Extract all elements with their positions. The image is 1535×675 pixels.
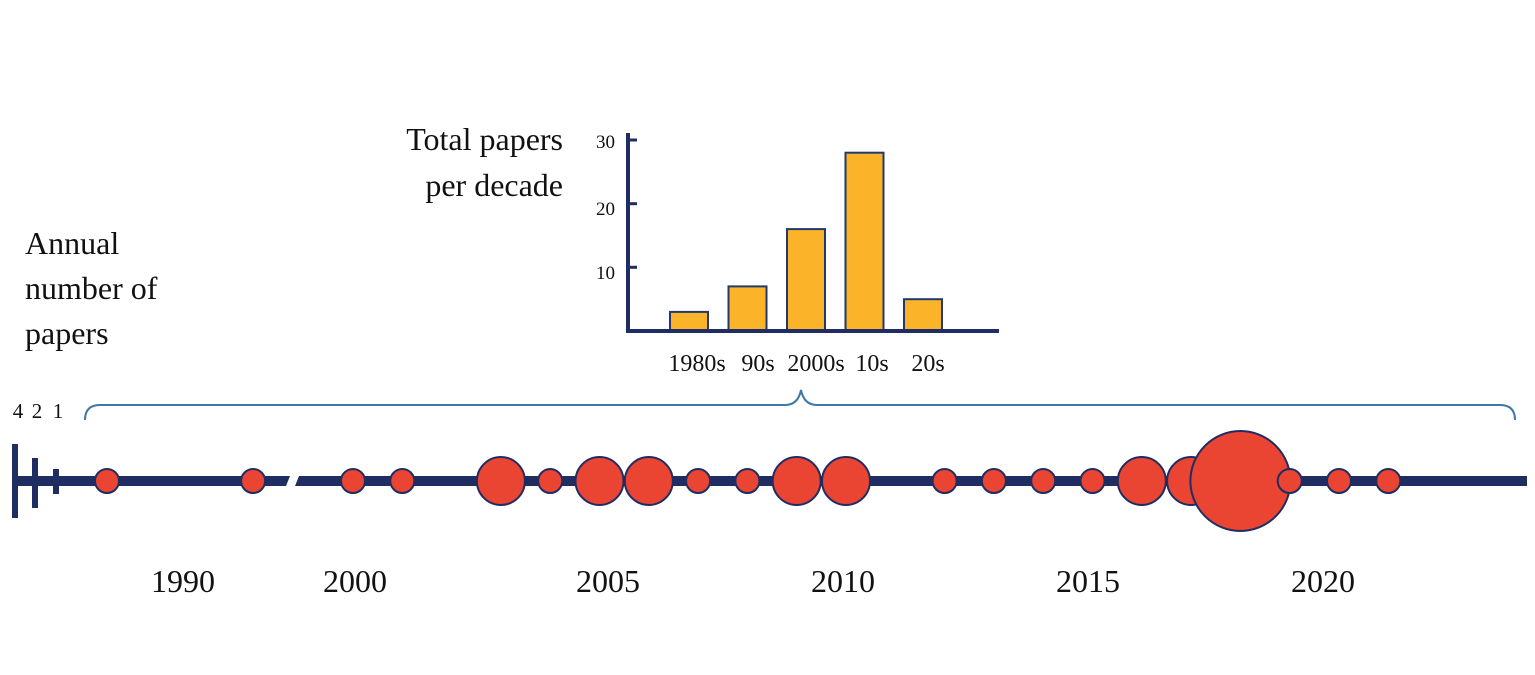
bar-chart-xtick-label-1980s: 1980s — [668, 351, 725, 377]
bar-chart-ytick-label-10: 10 — [596, 263, 615, 284]
timeline-bubbles — [94, 430, 1402, 532]
bar-10s — [844, 151, 885, 332]
bubble-1991 — [240, 468, 267, 494]
timeline-axis-break — [279, 476, 290, 486]
bubble-2013 — [980, 468, 1007, 494]
size-legend-label-4: 4 — [13, 399, 24, 423]
bar-chart-xtick-label-10s: 10s — [855, 351, 888, 377]
bubble-1988 — [94, 468, 120, 494]
bubble-2005 — [574, 456, 625, 506]
timeline-title-line-2: number of — [25, 270, 158, 306]
bar-20s — [903, 298, 943, 333]
bubble-2016 — [1116, 456, 1167, 506]
bar-chart-xtick-label-2000s: 2000s — [787, 351, 844, 377]
timeline-title-line-3: papers — [25, 315, 109, 351]
bubble-2001 — [389, 468, 416, 494]
bubble-2018 — [1189, 430, 1292, 532]
bubble-2000 — [340, 468, 366, 494]
bar-chart-xtick-label-20s: 20s — [911, 351, 944, 377]
timeline-xtick-label-2005: 2005 — [576, 563, 640, 599]
bar-chart-bars — [669, 151, 943, 333]
bubble-2003 — [475, 456, 526, 506]
timeline-title-line-1: Annual — [25, 225, 119, 261]
timeline-xtick-label-2020: 2020 — [1291, 563, 1355, 599]
bubble-2012 — [931, 468, 958, 494]
bubble-2014 — [1030, 468, 1057, 494]
bar-2000s — [786, 228, 826, 333]
timeline-axis-break-right — [295, 476, 306, 486]
bubble-2020 — [1326, 468, 1352, 494]
bubble-2021 — [1375, 468, 1402, 494]
size-legend-label-1: 1 — [53, 399, 64, 423]
bar-chart-xtick-label-90s: 90s — [741, 351, 774, 377]
bar-chart-y-ticks — [628, 138, 637, 269]
timeline-xtick-label-2015: 2015 — [1056, 563, 1120, 599]
timeline-xtick-label-2010: 2010 — [811, 563, 875, 599]
timeline-xtick-label-1990: 1990 — [151, 563, 215, 599]
size-legend-label-2: 2 — [32, 399, 43, 423]
bar-chart-title-line-1: Total papers — [406, 121, 563, 157]
bar-chart-ytick-label-20: 20 — [596, 199, 615, 220]
bubble-2008 — [734, 468, 761, 494]
bar-chart-title-line-2: per decade — [425, 167, 563, 203]
bubble-2004 — [537, 468, 564, 494]
bar-1980s — [669, 310, 709, 332]
bubble-2007 — [685, 468, 712, 494]
bar-90s — [727, 285, 768, 332]
bubble-2006 — [623, 456, 674, 506]
timeline-xtick-label-2000: 2000 — [323, 563, 387, 599]
bubble-2015 — [1079, 468, 1106, 494]
decade-brace — [84, 389, 1516, 421]
bubble-2009 — [771, 456, 822, 506]
bar-chart-ytick-label-30: 30 — [596, 132, 615, 153]
bubble-2010 — [821, 456, 871, 506]
bubble-2019 — [1276, 468, 1303, 494]
